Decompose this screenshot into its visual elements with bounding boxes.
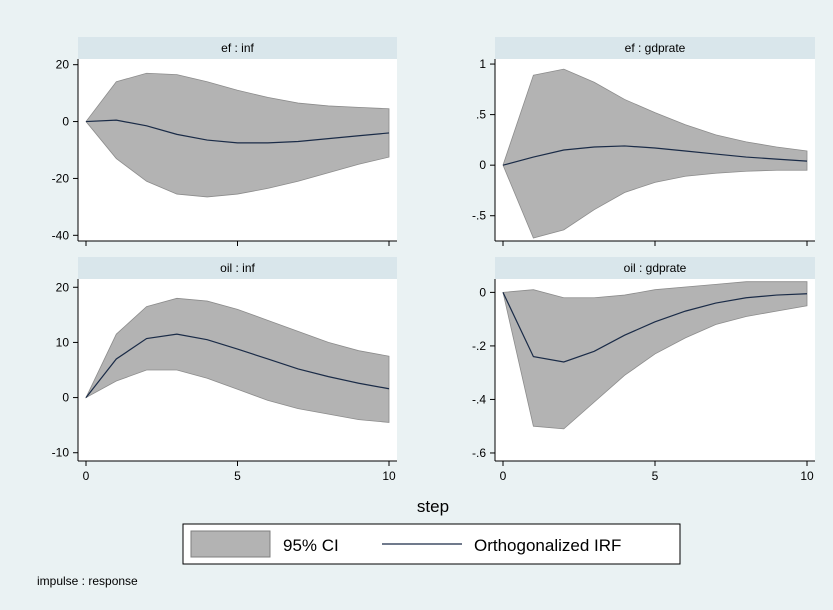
panel-title: oil : inf bbox=[220, 261, 255, 275]
y-tick-label: 0 bbox=[62, 391, 69, 405]
y-tick-label: -.4 bbox=[472, 392, 486, 406]
legend: 95% CI Orthogonalized IRF bbox=[182, 523, 681, 565]
panel-title: ef : inf bbox=[221, 41, 254, 55]
legend-irf-label: Orthogonalized IRF bbox=[474, 536, 621, 555]
x-tick-label: 5 bbox=[234, 469, 241, 483]
irf-line bbox=[85, 333, 390, 398]
panels: ef : inf -40 -20 0 20 ef : gdprate -.5 0 .5 1 oil … bbox=[52, 37, 815, 483]
y-tick-label: 20 bbox=[56, 58, 70, 72]
x-tick-label: 0 bbox=[83, 469, 90, 483]
x-tick-label: 10 bbox=[800, 469, 814, 483]
x-tick-label: 0 bbox=[500, 469, 507, 483]
y-tick-label: -.6 bbox=[472, 446, 486, 460]
y-tick-label: -20 bbox=[52, 171, 70, 185]
y-tick-label: 0 bbox=[479, 158, 486, 172]
panel-4: oil : gdprate -.6 -.4 -.2 0 0 5 10 bbox=[472, 257, 815, 483]
ci-band bbox=[85, 297, 390, 423]
y-tick-label: -.2 bbox=[472, 339, 486, 353]
panel-3: oil : inf -10 0 10 20 0 5 10 bbox=[52, 257, 397, 483]
x-axis-title: step bbox=[417, 497, 449, 516]
irf-line bbox=[502, 145, 808, 166]
y-tick-label: .5 bbox=[476, 108, 486, 122]
panel-title: ef : gdprate bbox=[625, 41, 686, 55]
panel-title: oil : gdprate bbox=[624, 261, 687, 275]
y-tick-label: 0 bbox=[62, 115, 69, 129]
y-tick-label: 1 bbox=[479, 57, 486, 71]
x-tick-label: 10 bbox=[382, 469, 396, 483]
y-tick-label: 20 bbox=[56, 280, 70, 294]
y-tick-label: -40 bbox=[52, 228, 70, 242]
panel-title-strip bbox=[78, 257, 397, 279]
panel-1: ef : inf -40 -20 0 20 bbox=[52, 37, 397, 246]
x-tick-label: 5 bbox=[652, 469, 659, 483]
panel-title-strip bbox=[495, 257, 815, 279]
panel-2: ef : gdprate -.5 0 .5 1 bbox=[472, 37, 815, 246]
y-tick-label: 10 bbox=[56, 335, 70, 349]
legend-ci-swatch bbox=[190, 530, 271, 558]
irf-line bbox=[502, 292, 808, 363]
y-tick-label: -.5 bbox=[472, 209, 486, 223]
panel-title-strip bbox=[495, 37, 815, 59]
figure-note: impulse : response bbox=[37, 574, 138, 588]
irf-line bbox=[85, 119, 390, 144]
panel-title-strip bbox=[78, 37, 397, 59]
y-tick-label: 0 bbox=[479, 285, 486, 299]
y-tick-label: -10 bbox=[52, 446, 70, 460]
legend-ci-label: 95% CI bbox=[283, 536, 339, 555]
